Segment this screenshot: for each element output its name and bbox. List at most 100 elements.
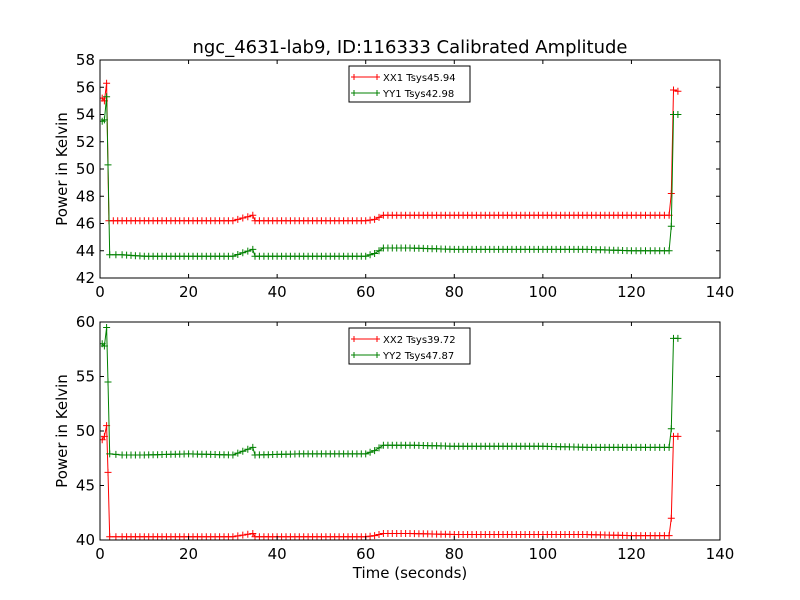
y-tick-label: 50 xyxy=(76,422,95,440)
data-point-marker xyxy=(366,251,374,259)
y-tick-label: 60 xyxy=(76,313,95,331)
data-point-marker xyxy=(375,213,383,221)
data-point-marker xyxy=(366,532,374,540)
data-point-marker xyxy=(103,324,111,331)
y-axis-label: Power in Kelvin xyxy=(53,112,71,226)
data-point-marker xyxy=(244,247,252,255)
data-point-marker xyxy=(362,217,370,225)
series-1 xyxy=(100,79,682,225)
legend-marker xyxy=(351,74,380,80)
data-point-marker xyxy=(371,215,379,223)
data-point-marker xyxy=(244,530,252,538)
y-tick-label: 58 xyxy=(76,51,95,69)
data-point-marker xyxy=(239,249,247,257)
figure-title: ngc_4631-lab9, ID:116333 Calibrated Ampl… xyxy=(192,37,627,58)
data-point-marker xyxy=(106,450,114,458)
legend-box xyxy=(348,65,471,103)
y-tick-label: 46 xyxy=(76,215,95,233)
y-tick-label: 54 xyxy=(76,106,95,124)
data-point-marker xyxy=(100,342,108,350)
data-point-marker xyxy=(665,247,673,255)
x-tick-label: 60 xyxy=(356,545,375,563)
y-tick-label: 48 xyxy=(76,187,95,205)
data-point-marker xyxy=(100,116,108,124)
x-tick-label: 20 xyxy=(179,283,198,301)
data-point-marker xyxy=(234,532,242,540)
data-point-marker xyxy=(674,111,682,118)
data-point-marker xyxy=(665,532,673,540)
x-tick-label: 140 xyxy=(706,283,735,301)
data-point-marker xyxy=(667,190,675,197)
x-tick-label: 0 xyxy=(95,545,105,563)
legend-marker xyxy=(351,336,380,342)
data-point-marker xyxy=(366,448,374,456)
data-point-marker xyxy=(249,443,257,451)
x-tick-label: 40 xyxy=(268,283,287,301)
data-point-marker xyxy=(234,251,242,258)
data-point-marker xyxy=(371,250,379,257)
data-point-marker xyxy=(362,450,370,458)
data-point-marker xyxy=(239,214,247,222)
data-point-marker xyxy=(667,222,675,230)
data-point-marker xyxy=(104,468,112,476)
legend: XX2 Tsys39.72 YY2 Tsys47.87 xyxy=(348,327,471,365)
data-point-marker xyxy=(371,532,379,540)
y-tick-label: 56 xyxy=(76,78,95,96)
data-point-marker xyxy=(670,86,677,94)
top-panel: 0 20 40 60 80 100 120 140 42 44 46 48 50 52 54 56 58 Powe… xyxy=(53,51,734,301)
x-tick-label: 20 xyxy=(179,545,198,563)
legend-box xyxy=(348,327,471,365)
data-point-marker xyxy=(667,425,675,433)
y-tick-label: 45 xyxy=(76,477,95,495)
data-point-marker xyxy=(362,252,370,260)
data-point-marker xyxy=(366,216,374,224)
x-tick-label: 60 xyxy=(356,283,375,301)
x-tick-label: 80 xyxy=(445,283,464,301)
data-point-marker xyxy=(112,251,120,259)
series-2 xyxy=(100,93,682,260)
data-point-marker xyxy=(674,432,682,440)
legend-entry-label: XX2 Tsys39.72 xyxy=(383,335,456,346)
data-point-marker xyxy=(239,447,247,455)
data-point-marker xyxy=(375,444,383,452)
y-axis-label: Power in Kelvin xyxy=(53,374,71,488)
series-2 xyxy=(100,324,682,459)
data-point-marker xyxy=(103,79,111,87)
x-tick-label: 80 xyxy=(445,545,464,563)
data-point-marker xyxy=(229,217,237,225)
y-tick-label: 44 xyxy=(76,242,95,260)
data-point-marker xyxy=(112,533,120,540)
data-point-marker xyxy=(112,450,120,458)
legend-entry-label: YY2 Tsys47.87 xyxy=(382,351,454,362)
x-tick-label: 40 xyxy=(268,545,287,563)
x-tick-label: 140 xyxy=(706,545,735,563)
y-tick-label: 52 xyxy=(76,133,95,151)
y-tick-label: 40 xyxy=(76,531,95,549)
y-tick-label: 42 xyxy=(76,269,95,287)
data-point-marker xyxy=(375,531,383,538)
data-point-marker xyxy=(234,449,242,457)
data-point-marker xyxy=(104,161,112,169)
series-1 xyxy=(100,422,682,540)
bottom-panel: 0 20 40 60 80 100 120 140 40 45 50 55 60 Power in Kel… xyxy=(53,313,734,582)
data-point-marker xyxy=(674,334,682,342)
data-point-marker xyxy=(239,531,247,539)
data-point-marker xyxy=(100,432,108,440)
legend-entry-label: YY1 Tsys42.98 xyxy=(382,89,454,100)
data-point-marker xyxy=(244,445,252,453)
data-point-marker xyxy=(229,451,237,459)
data-point-marker xyxy=(244,213,252,221)
data-point-marker xyxy=(667,514,675,522)
data-point-marker xyxy=(249,245,257,253)
legend: XX1 Tsys45.94 YY1 Tsys42.98 xyxy=(348,65,471,103)
y-tick-label: 55 xyxy=(76,368,95,386)
x-tick-label: 100 xyxy=(529,545,558,563)
data-point-marker xyxy=(229,533,237,540)
data-point-marker xyxy=(665,443,673,451)
data-point-marker xyxy=(106,251,114,259)
data-point-marker xyxy=(104,378,112,386)
legend-entry-label: XX1 Tsys45.94 xyxy=(383,73,456,84)
x-tick-label: 0 xyxy=(95,283,105,301)
data-point-marker xyxy=(229,252,237,260)
x-tick-label: 120 xyxy=(617,283,646,301)
